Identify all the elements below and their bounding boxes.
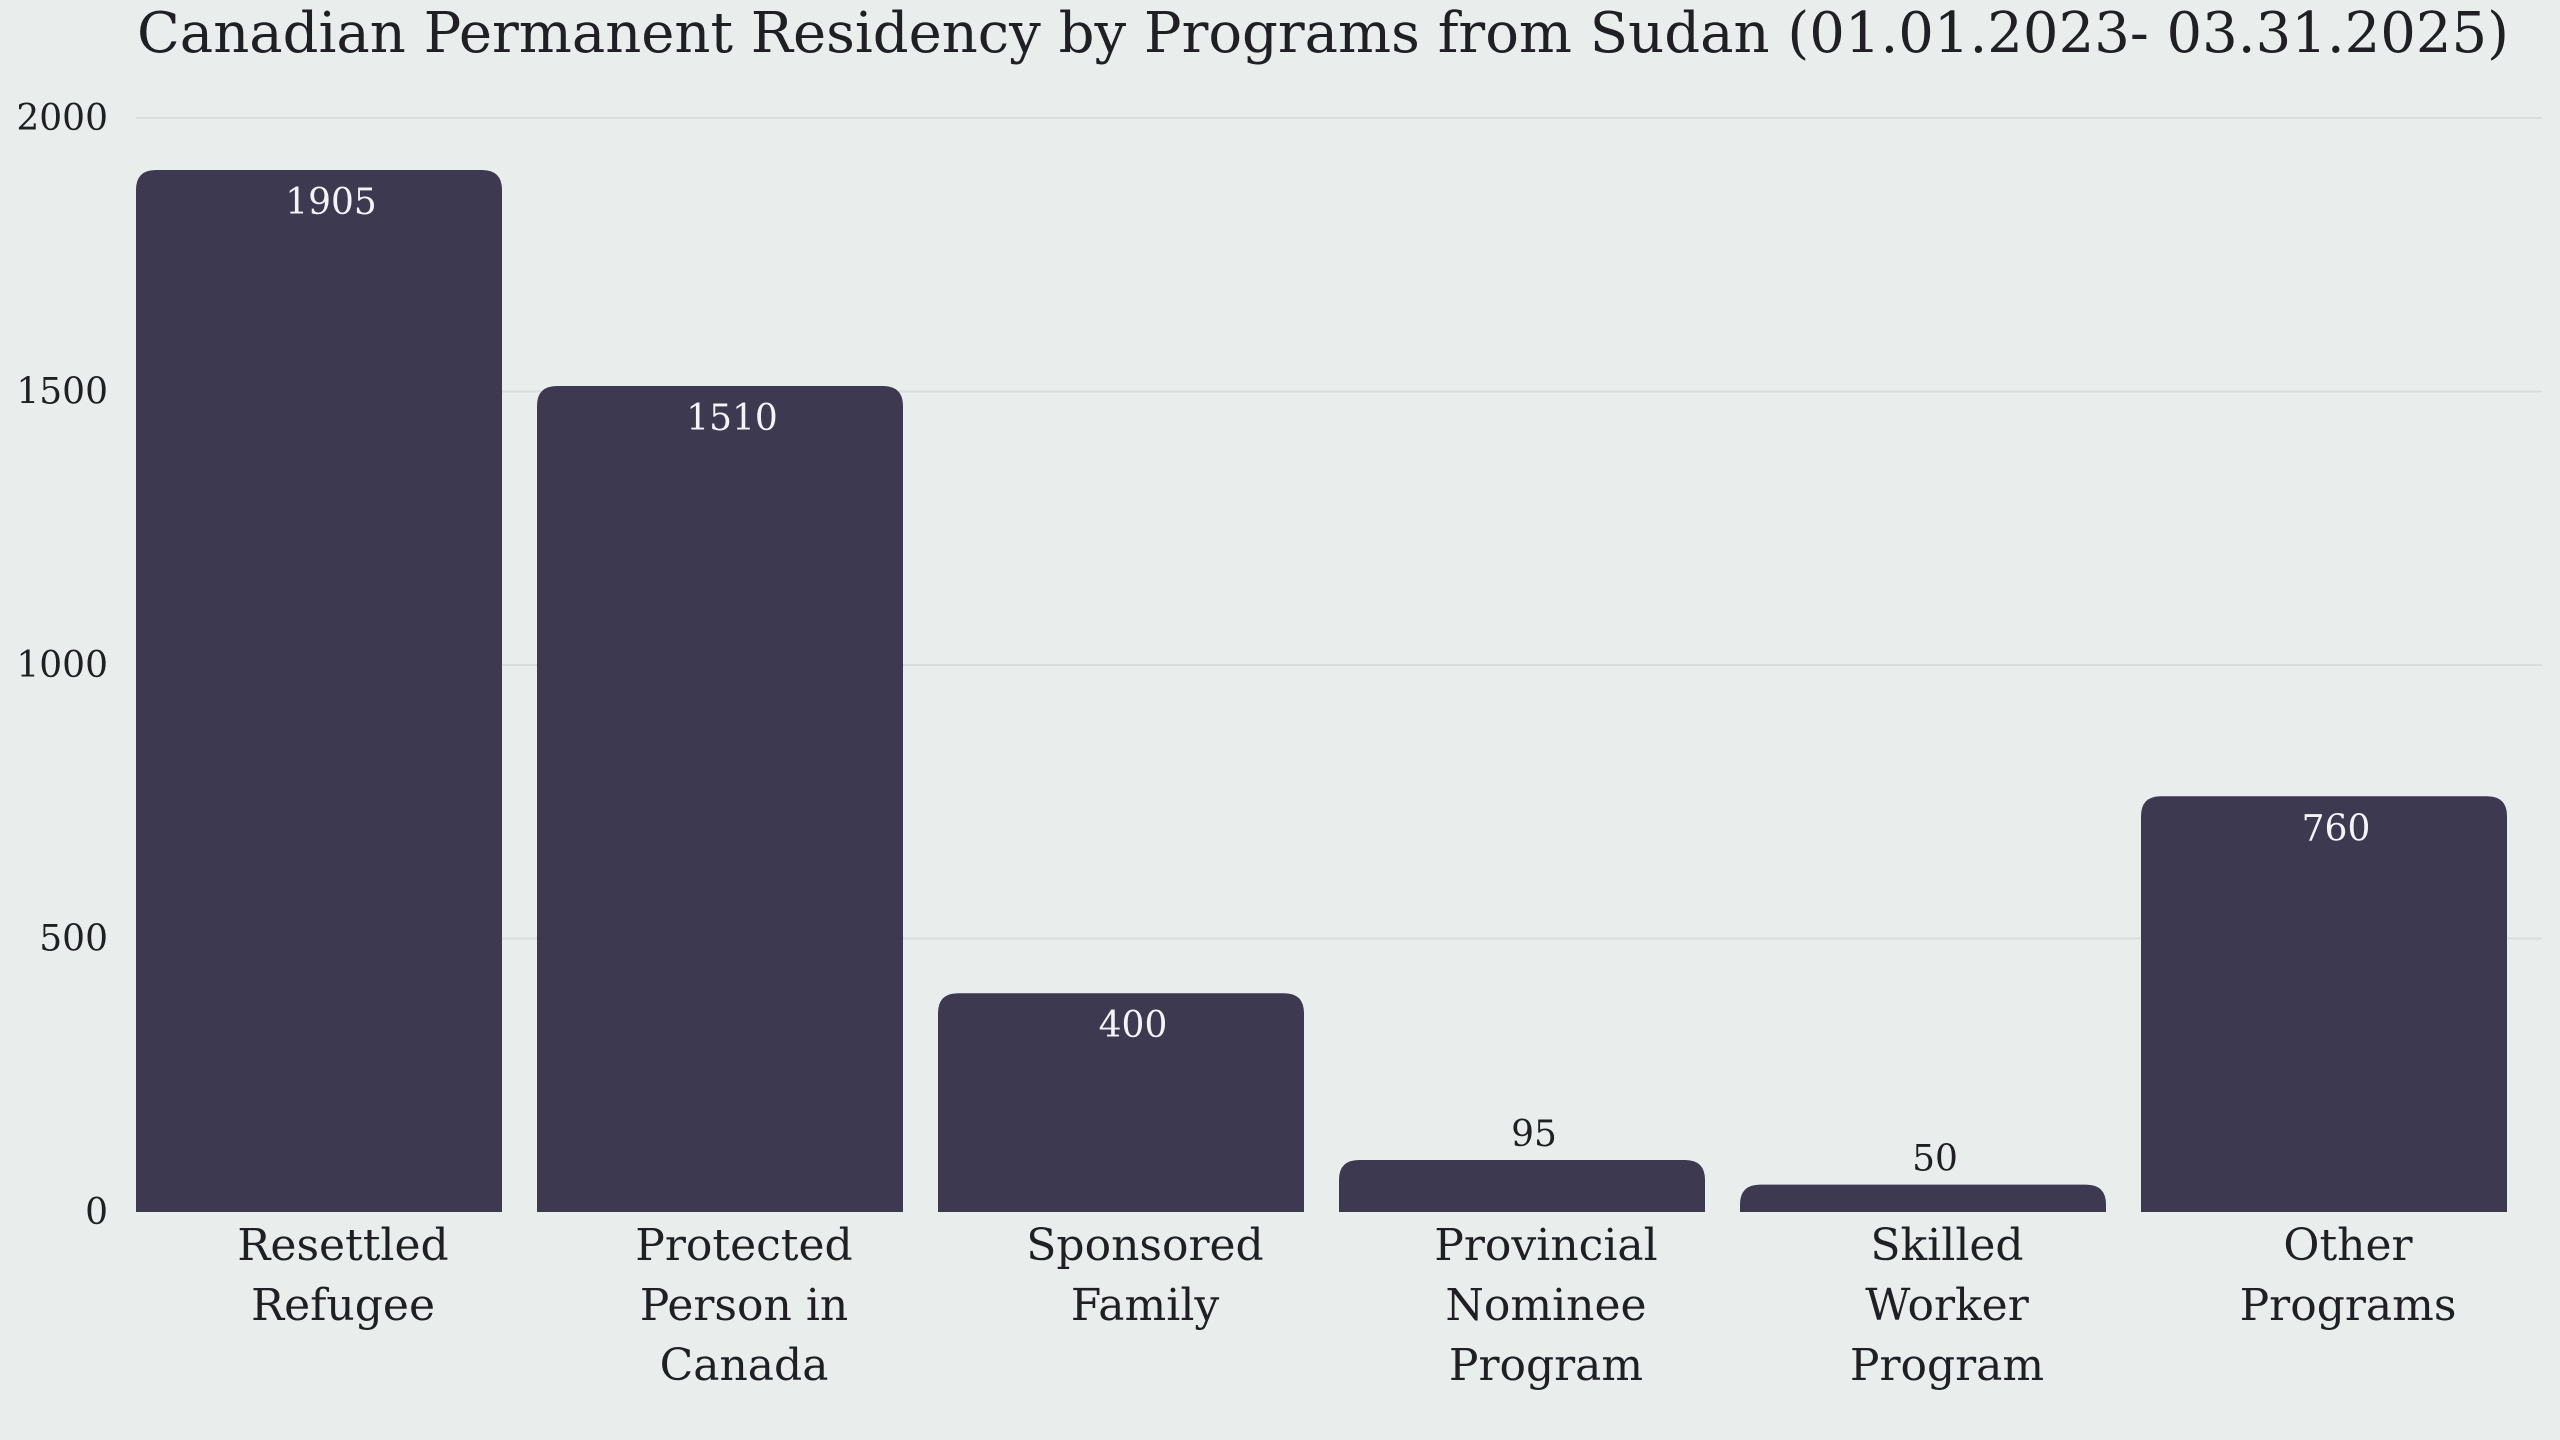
bar-data-label: 1905 <box>285 182 377 223</box>
y-tick-label: 1000 <box>16 645 108 686</box>
bar <box>136 169 502 1213</box>
x-tick-label-line: Skilled <box>1870 1220 2023 1271</box>
x-tick-label-line: Program <box>1850 1340 2044 1391</box>
y-tick-label: 500 <box>39 919 108 960</box>
x-tick-label-line: Person in <box>640 1280 849 1331</box>
bar-data-label: 50 <box>1912 1139 1958 1180</box>
x-tick-label-line: Canada <box>660 1340 829 1391</box>
x-tick-label: Other Programs <box>2240 1220 2457 1331</box>
bar-data-labels: 1905 1510 400 95 50 760 <box>285 182 2370 1180</box>
x-tick-label-line: Protected <box>635 1220 852 1271</box>
bar <box>2141 796 2507 1212</box>
y-tick-label: 0 <box>85 1192 108 1233</box>
x-tick-label: Resettled Refugee <box>237 1220 448 1331</box>
x-tick-label-line: Programs <box>2240 1280 2457 1331</box>
bar <box>537 386 903 1212</box>
bar-data-label: 95 <box>1511 1114 1557 1155</box>
y-tick-label: 2000 <box>16 98 108 139</box>
bars <box>136 169 2507 1213</box>
x-tick-label-line: Worker <box>1865 1280 2029 1331</box>
x-tick-label-line: Refugee <box>251 1280 435 1331</box>
bar <box>1339 1160 1705 1212</box>
x-tick-label-line: Nominee <box>1445 1280 1646 1331</box>
bar-data-label: 760 <box>2302 808 2371 849</box>
x-tick-label-line: Sponsored <box>1026 1220 1263 1271</box>
y-tick-label: 1500 <box>16 372 108 413</box>
chart-title: Canadian Permanent Residency by Programs… <box>137 1 2509 66</box>
bar <box>1740 1184 2106 1212</box>
x-tick-label: Sponsored Family <box>1026 1220 1263 1331</box>
x-tick-label-line: Other <box>2283 1220 2413 1271</box>
bar-data-label: 400 <box>1099 1005 1168 1046</box>
x-axis-ticks: Resettled Refugee Protected Person in Canada… <box>237 1220 2456 1391</box>
x-tick-label-line: Resettled <box>237 1220 448 1271</box>
x-tick-label: Protected Person in Canada <box>635 1220 852 1391</box>
x-tick-label-line: Provincial <box>1434 1220 1657 1271</box>
y-axis-ticks: 0 500 1000 1500 2000 <box>16 98 108 1233</box>
x-tick-label: Skilled Worker Program <box>1850 1220 2044 1391</box>
bar-data-label: 1510 <box>686 398 778 439</box>
x-tick-label-line: Family <box>1071 1280 1220 1331</box>
x-tick-label-line: Program <box>1449 1340 1643 1391</box>
bar <box>938 993 1304 1212</box>
x-tick-label: Provincial Nominee Program <box>1434 1220 1657 1391</box>
